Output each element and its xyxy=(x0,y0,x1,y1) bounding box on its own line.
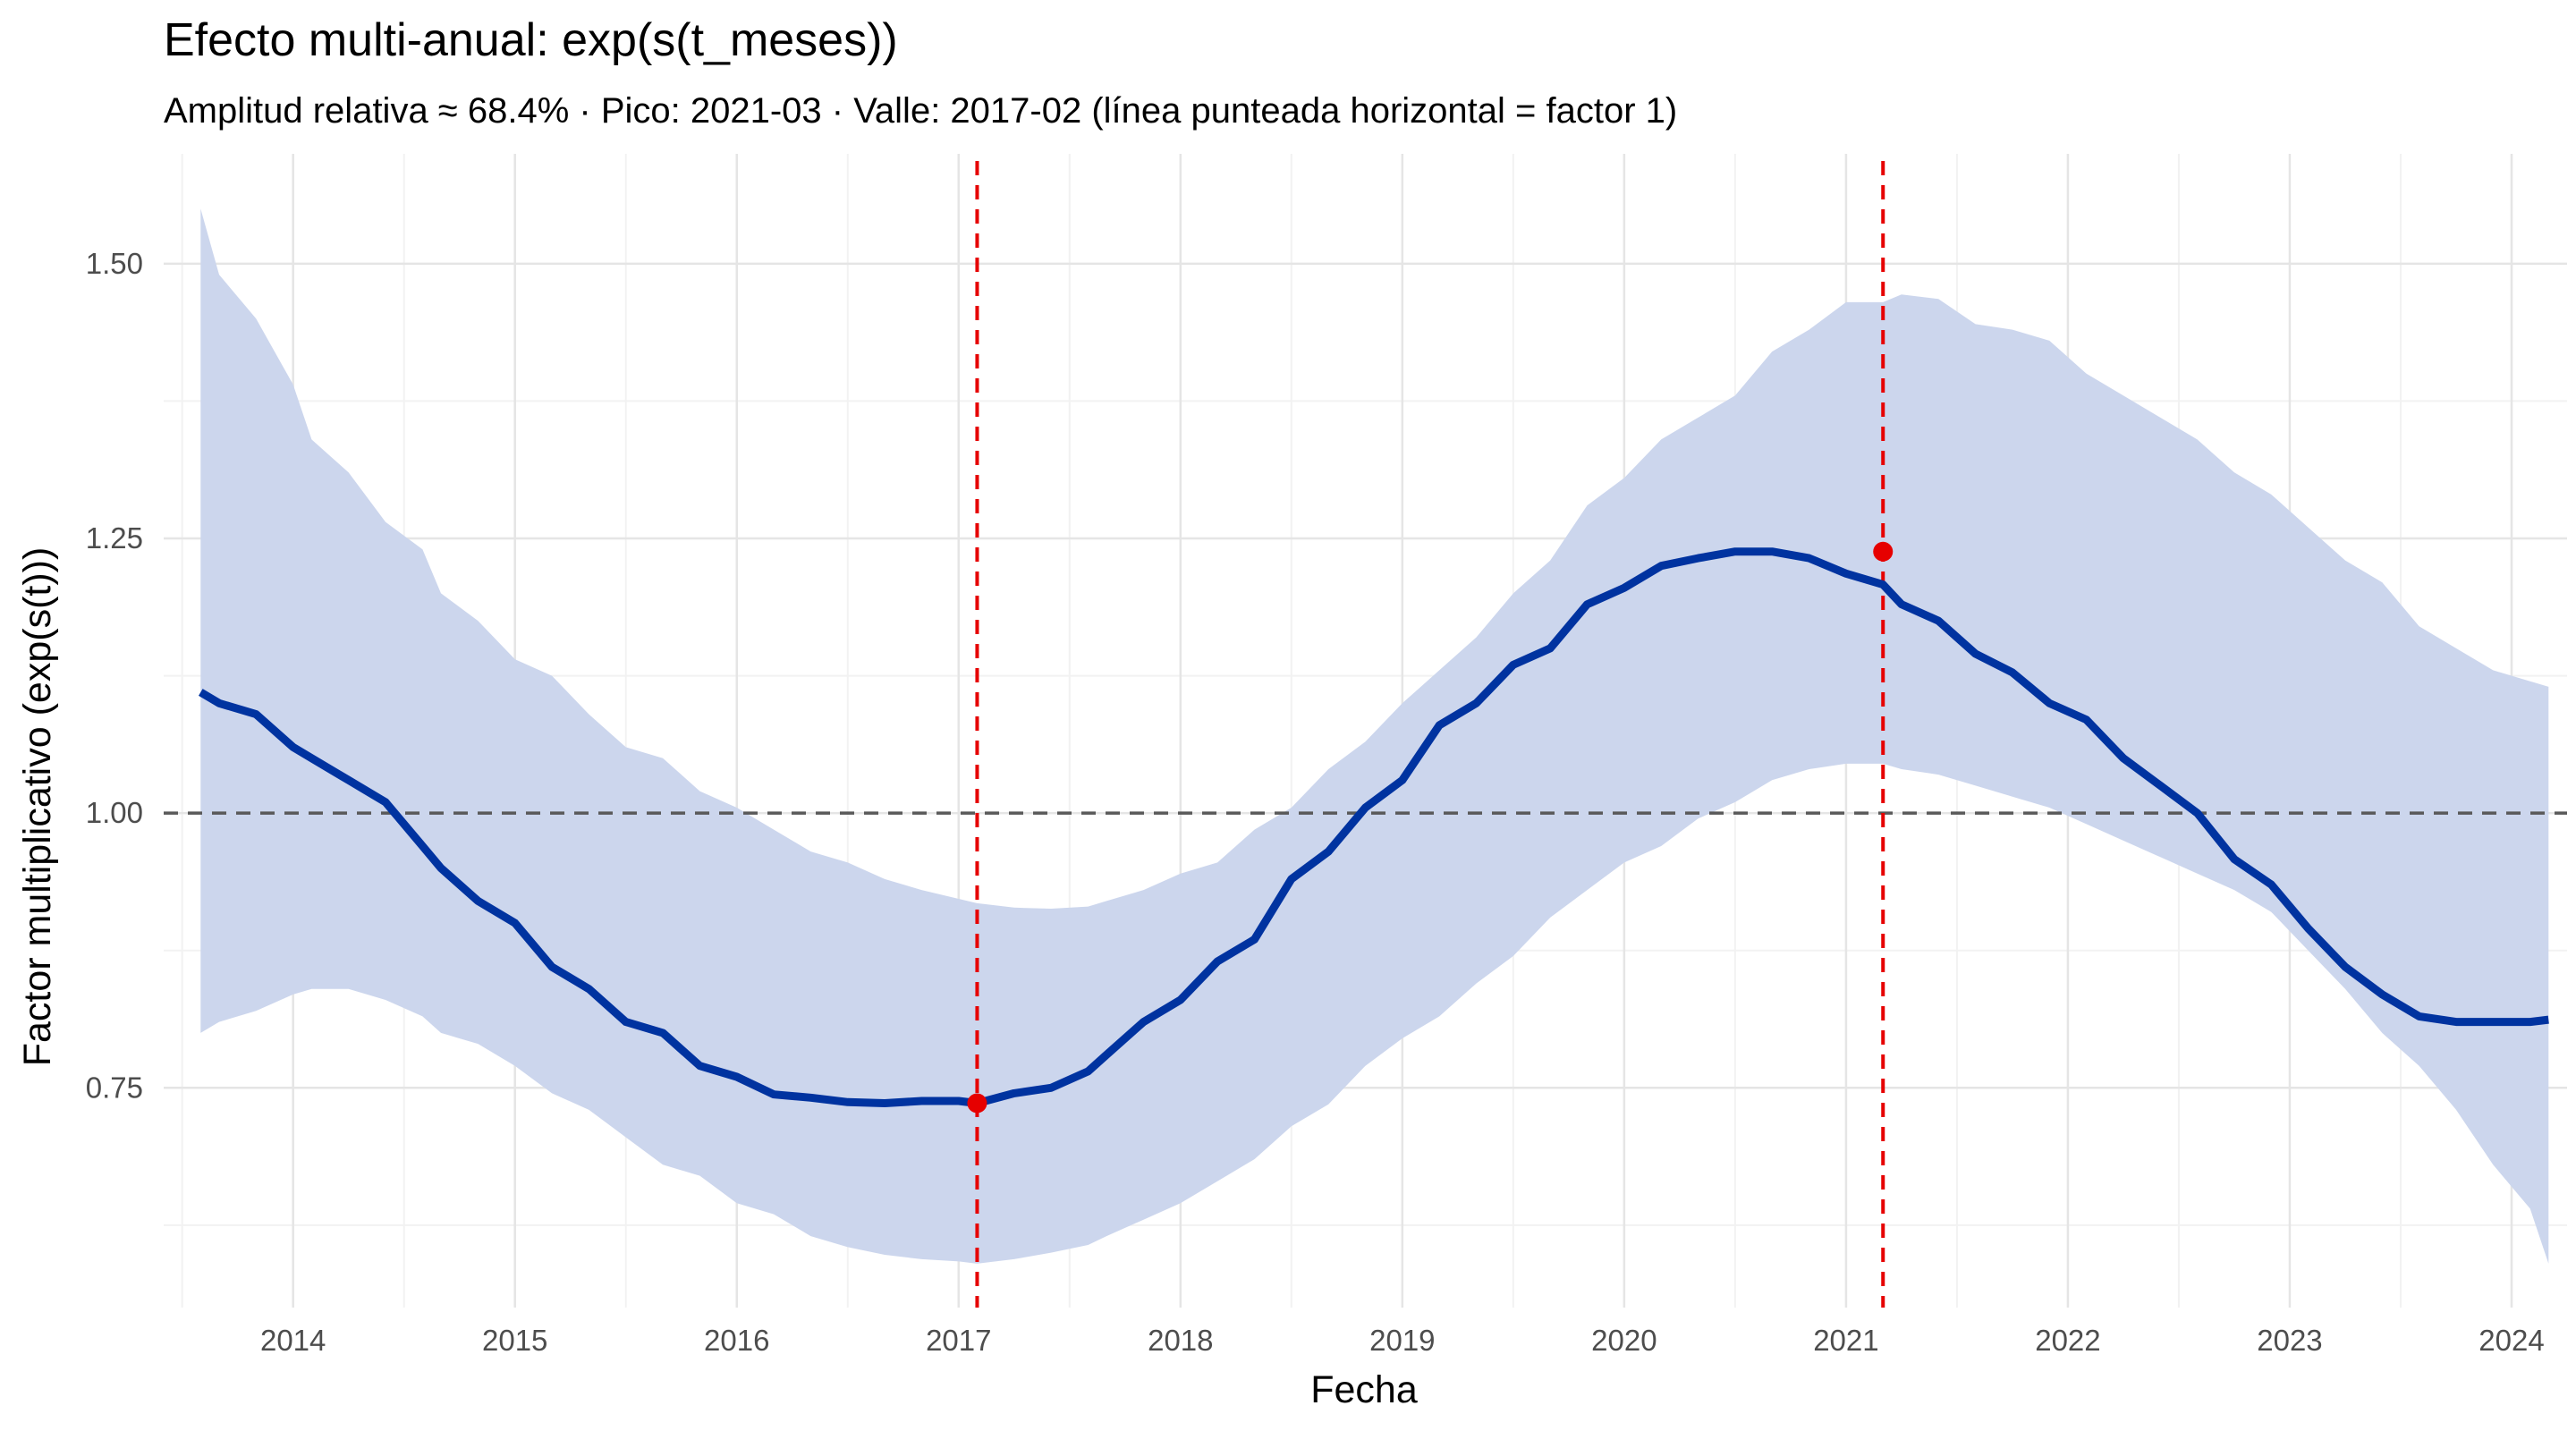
x-tick-label: 2014 xyxy=(260,1324,326,1357)
y-tick-label: 1.50 xyxy=(86,247,143,280)
x-tick-label: 2017 xyxy=(926,1324,991,1357)
x-tick-label: 2021 xyxy=(1813,1324,1878,1357)
chart-subtitle: Amplitud relativa ≈ 68.4% · Pico: 2021-0… xyxy=(164,91,1677,131)
y-tick-label: 1.00 xyxy=(86,796,143,829)
x-tick-label: 2022 xyxy=(2035,1324,2100,1357)
x-tick-label: 2015 xyxy=(482,1324,547,1357)
extreme-points xyxy=(967,541,1894,1113)
smooth-effect-line xyxy=(199,547,2549,1107)
x-axis-title: Fecha xyxy=(1310,1368,1418,1411)
x-axis-ticks: 2014 2015 2016 2017 2018 2019 2020 2021 2022 2023… xyxy=(260,1324,2545,1357)
y-axis-ticks: 0.75 1.00 1.25 1.50 xyxy=(86,247,143,1104)
effect-line xyxy=(199,547,2549,1107)
x-tick-label: 2023 xyxy=(2257,1324,2322,1357)
x-tick-label: 2016 xyxy=(704,1324,769,1357)
x-tick-label: 2020 xyxy=(1591,1324,1657,1357)
extreme-point-2021-03 xyxy=(1873,541,1894,562)
y-tick-label: 1.25 xyxy=(86,521,143,555)
extreme-point-2017-02 xyxy=(967,1093,987,1113)
y-tick-label: 0.75 xyxy=(86,1071,143,1104)
y-axis-title: Factor multiplicativo (exp(s(t))) xyxy=(16,547,59,1067)
x-tick-label: 2024 xyxy=(2479,1324,2544,1357)
confidence-band-area xyxy=(200,208,2549,1264)
chart-title: Efecto multi-anual: exp(s(t_meses)) xyxy=(164,14,898,66)
x-tick-label: 2019 xyxy=(1369,1324,1435,1357)
confidence-band xyxy=(200,208,2549,1264)
reference-lines xyxy=(164,161,2567,1308)
x-tick-label: 2018 xyxy=(1148,1324,1213,1357)
